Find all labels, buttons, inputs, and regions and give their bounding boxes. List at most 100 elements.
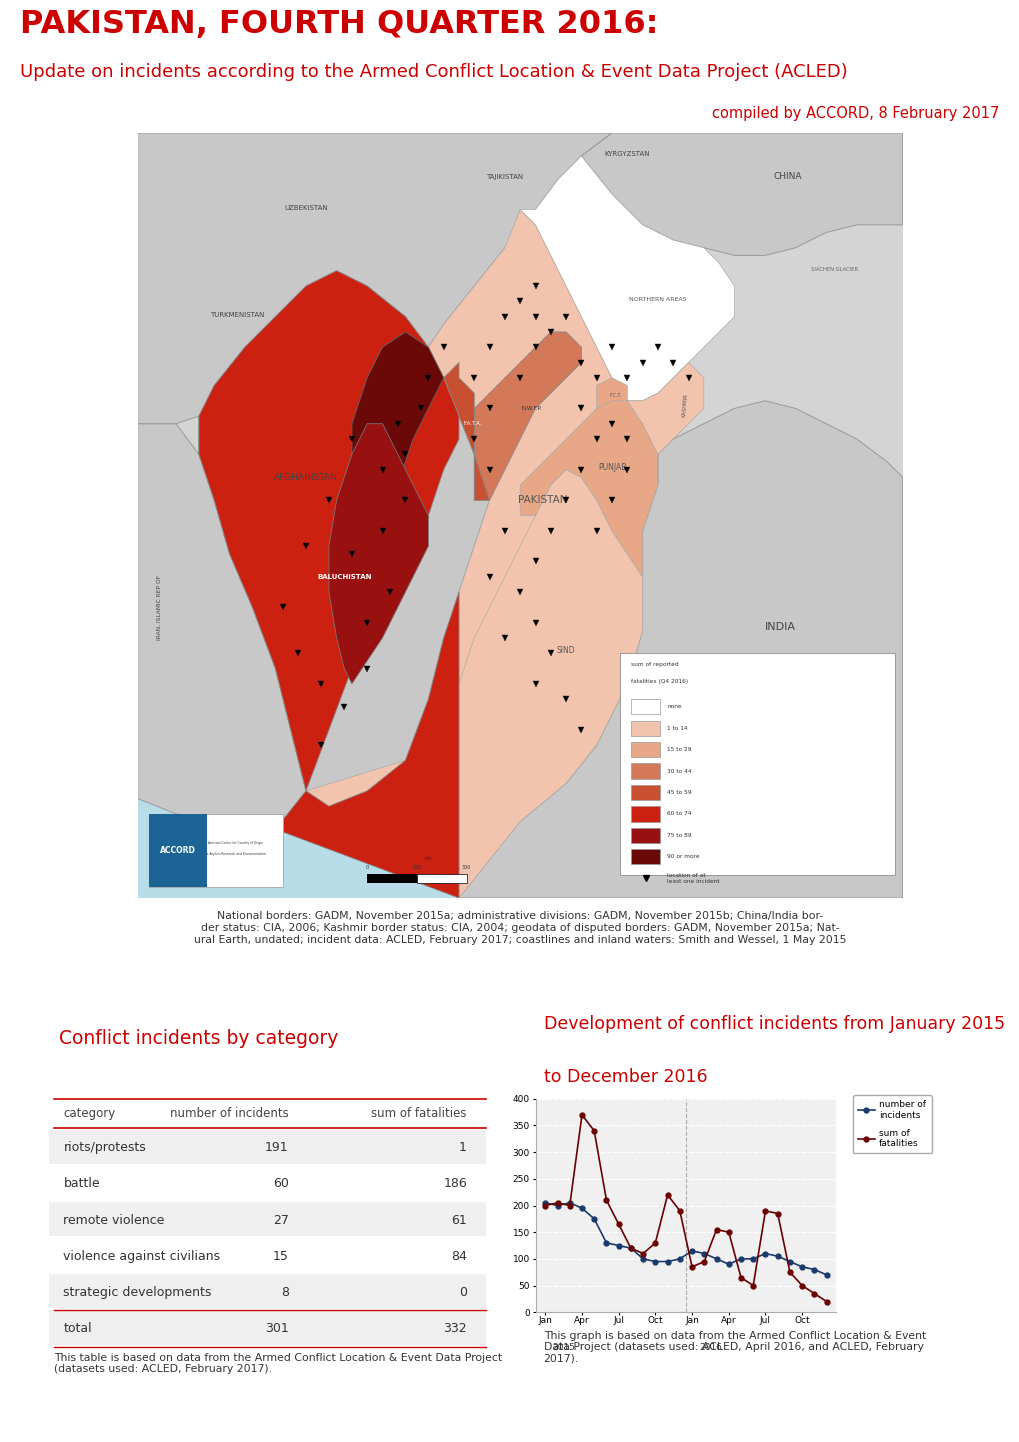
Text: BALUCHISTAN: BALUCHISTAN — [317, 574, 371, 580]
Text: compiled by ACCORD, 8 February 2017: compiled by ACCORD, 8 February 2017 — [711, 107, 999, 121]
Text: 300: 300 — [462, 865, 471, 870]
Polygon shape — [138, 424, 306, 829]
Text: KYRGYZSTAN: KYRGYZSTAN — [604, 151, 649, 157]
Text: IRAN, ISLAMIC REP OF: IRAN, ISLAMIC REP OF — [157, 575, 161, 640]
Polygon shape — [352, 332, 443, 531]
Text: 2016: 2016 — [698, 1343, 721, 1351]
Bar — [367, 874, 417, 883]
Bar — [631, 743, 659, 757]
Text: 191: 191 — [265, 1141, 288, 1154]
Text: SIACHEN GLACIER: SIACHEN GLACIER — [810, 267, 857, 271]
Text: 1 to 14: 1 to 14 — [666, 725, 687, 731]
Text: UZBEKISTAN: UZBEKISTAN — [284, 205, 327, 211]
Polygon shape — [581, 133, 902, 255]
Polygon shape — [275, 593, 459, 898]
Polygon shape — [627, 362, 703, 485]
Bar — [49, 1203, 485, 1236]
Text: 90 or more: 90 or more — [666, 854, 699, 859]
Polygon shape — [520, 156, 734, 401]
Text: 75 to 89: 75 to 89 — [666, 833, 691, 838]
Text: Austrian Centre for Country of Origin: Austrian Centre for Country of Origin — [208, 841, 263, 845]
Polygon shape — [520, 401, 657, 577]
Text: 150: 150 — [412, 865, 421, 870]
Bar — [49, 1129, 485, 1164]
Text: 15: 15 — [272, 1250, 288, 1263]
Text: number of incidents: number of incidents — [170, 1107, 288, 1120]
Polygon shape — [459, 401, 902, 898]
Text: SIND: SIND — [556, 646, 575, 655]
Text: 0: 0 — [365, 865, 369, 870]
Bar — [631, 699, 659, 714]
Text: Development of conflict incidents from January 2015: Development of conflict incidents from J… — [543, 1015, 1004, 1032]
Text: & Asylum Research and Documentation: & Asylum Research and Documentation — [206, 852, 265, 855]
Text: 15 to 29: 15 to 29 — [666, 747, 691, 753]
Bar — [149, 813, 283, 887]
Text: 332: 332 — [443, 1322, 467, 1335]
Text: 60: 60 — [272, 1177, 288, 1190]
Text: NORTHERN AREAS: NORTHERN AREAS — [629, 297, 686, 303]
Text: 27: 27 — [272, 1214, 288, 1227]
Polygon shape — [329, 424, 428, 684]
Text: 30 to 44: 30 to 44 — [666, 769, 691, 773]
Text: remote violence: remote violence — [63, 1214, 165, 1227]
Polygon shape — [474, 332, 581, 500]
Text: KASHMIR: KASHMIR — [681, 392, 688, 417]
Bar — [631, 784, 659, 800]
Text: category: category — [63, 1107, 115, 1120]
Bar — [631, 721, 659, 735]
Text: to December 2016: to December 2016 — [543, 1069, 706, 1086]
Text: sum of reported: sum of reported — [631, 662, 678, 668]
Text: km: km — [424, 855, 432, 861]
Text: fatalities (Q4 2016): fatalities (Q4 2016) — [631, 679, 688, 684]
Polygon shape — [459, 470, 642, 898]
Text: 45 to 59: 45 to 59 — [666, 790, 691, 795]
Text: TAJIKISTAN: TAJIKISTAN — [486, 174, 523, 180]
Text: F.C.T.: F.C.T. — [609, 392, 622, 398]
Text: 84: 84 — [450, 1250, 467, 1263]
Polygon shape — [199, 271, 459, 790]
Text: 2015: 2015 — [551, 1343, 575, 1351]
Text: strategic developments: strategic developments — [63, 1286, 212, 1299]
Text: CHINA: CHINA — [773, 172, 801, 180]
Text: 301: 301 — [265, 1322, 288, 1335]
Polygon shape — [138, 133, 611, 424]
Text: battle: battle — [63, 1177, 100, 1190]
Text: PUNJAB: PUNJAB — [597, 463, 626, 472]
Bar — [631, 806, 659, 822]
Polygon shape — [443, 362, 489, 500]
Text: Conflict incidents by category: Conflict incidents by category — [59, 1030, 337, 1048]
Text: 186: 186 — [443, 1177, 467, 1190]
Text: AFGHANISTAN: AFGHANISTAN — [274, 473, 337, 482]
Text: location of at
least one incident: location of at least one incident — [666, 872, 719, 884]
Text: Update on incidents according to the Armed Conflict Location & Event Data Projec: Update on incidents according to the Arm… — [20, 62, 848, 81]
Text: riots/protests: riots/protests — [63, 1141, 146, 1154]
Text: 0: 0 — [459, 1286, 467, 1299]
Text: PAKISTAN: PAKISTAN — [518, 495, 568, 505]
Bar — [631, 849, 659, 864]
Text: violence against civilians: violence against civilians — [63, 1250, 220, 1263]
Polygon shape — [596, 378, 627, 408]
Text: 60 to 74: 60 to 74 — [666, 812, 691, 816]
Bar — [49, 1165, 485, 1200]
Text: 8: 8 — [280, 1286, 288, 1299]
Bar — [49, 1239, 485, 1272]
Text: sum of fatalities: sum of fatalities — [371, 1107, 467, 1120]
Text: This table is based on data from the Armed Conflict Location & Event Data Projec: This table is based on data from the Arm… — [54, 1353, 501, 1374]
Text: ACCORD: ACCORD — [160, 846, 196, 855]
Text: PAKISTAN, FOURTH QUARTER 2016:: PAKISTAN, FOURTH QUARTER 2016: — [20, 9, 658, 39]
Polygon shape — [138, 799, 459, 898]
Text: none: none — [666, 704, 681, 709]
Text: This graph is based on data from the Armed Conflict Location & Event
Data Projec: This graph is based on data from the Arm… — [543, 1331, 925, 1364]
Polygon shape — [306, 209, 657, 898]
Bar — [417, 874, 467, 883]
Text: TURKMENISTAN: TURKMENISTAN — [210, 311, 264, 317]
Bar — [620, 653, 895, 875]
Legend: number of
incidents, sum of
fatalities: number of incidents, sum of fatalities — [852, 1094, 930, 1154]
Text: National borders: GADM, November 2015a; administrative divisions: GADM, November: National borders: GADM, November 2015a; … — [194, 911, 846, 945]
Bar — [49, 1275, 485, 1308]
Text: 1: 1 — [459, 1141, 467, 1154]
Text: N.W.F.P.: N.W.F.P. — [521, 407, 541, 411]
Text: 61: 61 — [450, 1214, 467, 1227]
Text: F.A.T.A.: F.A.T.A. — [464, 421, 481, 427]
Bar — [149, 813, 206, 887]
